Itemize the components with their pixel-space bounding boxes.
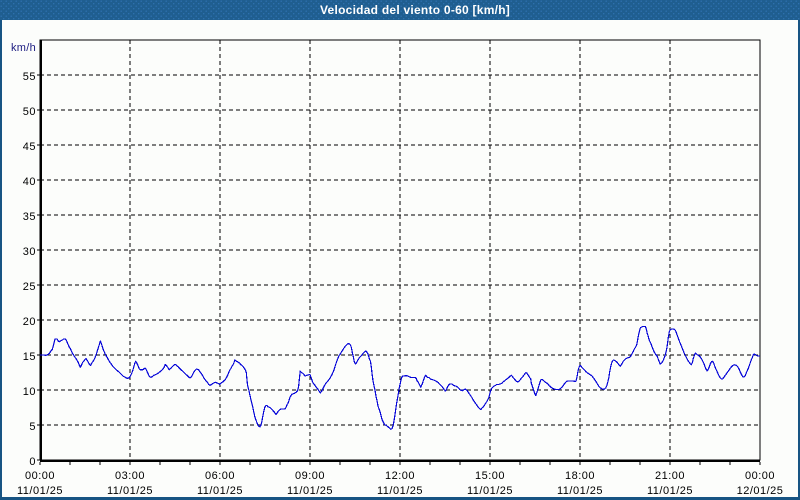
- svg-text:18:00: 18:00: [565, 470, 595, 482]
- svg-text:45: 45: [23, 141, 36, 153]
- svg-text:11/01/25: 11/01/25: [377, 485, 423, 497]
- svg-text:20: 20: [23, 316, 36, 328]
- svg-text:55: 55: [23, 71, 36, 83]
- svg-text:11/01/25: 11/01/25: [107, 485, 153, 497]
- svg-text:30: 30: [23, 246, 36, 258]
- svg-text:40: 40: [23, 176, 36, 188]
- svg-text:10: 10: [23, 386, 36, 398]
- svg-text:15: 15: [23, 351, 36, 363]
- svg-text:0: 0: [29, 456, 36, 468]
- svg-text:11/01/25: 11/01/25: [557, 485, 603, 497]
- svg-text:00:00: 00:00: [25, 470, 55, 482]
- svg-text:5: 5: [29, 421, 36, 433]
- svg-text:50: 50: [23, 106, 36, 118]
- svg-text:11/01/25: 11/01/25: [197, 485, 243, 497]
- svg-text:09:00: 09:00: [295, 470, 325, 482]
- svg-text:21:00: 21:00: [655, 470, 685, 482]
- svg-text:15:00: 15:00: [475, 470, 505, 482]
- svg-text:12/01/25: 12/01/25: [737, 485, 784, 497]
- svg-text:11/01/25: 11/01/25: [17, 485, 63, 497]
- svg-text:06:00: 06:00: [205, 470, 235, 482]
- svg-text:25: 25: [23, 281, 36, 293]
- svg-text:00:00: 00:00: [745, 470, 775, 482]
- svg-text:11/01/25: 11/01/25: [467, 485, 513, 497]
- svg-text:km/h: km/h: [11, 42, 36, 54]
- svg-text:03:00: 03:00: [115, 470, 145, 482]
- svg-text:35: 35: [23, 211, 36, 223]
- svg-text:12:00: 12:00: [385, 470, 415, 482]
- svg-text:11/01/25: 11/01/25: [647, 485, 693, 497]
- svg-text:11/01/25: 11/01/25: [287, 485, 333, 497]
